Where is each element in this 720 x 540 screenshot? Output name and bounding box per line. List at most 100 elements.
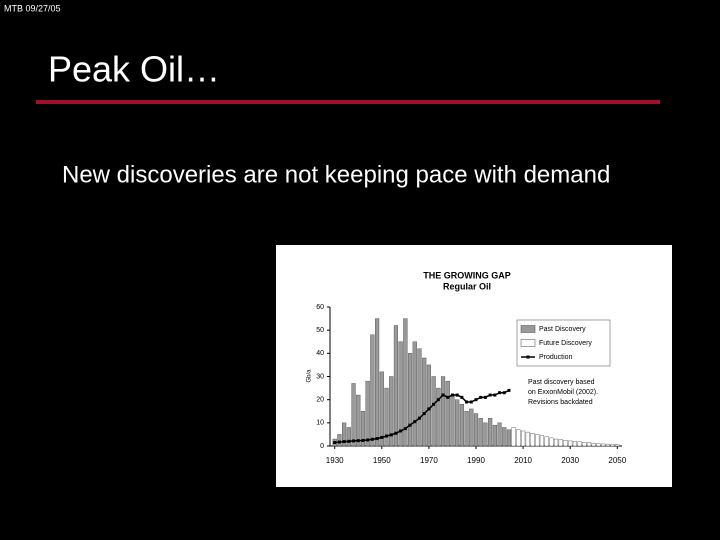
line-marker [399,429,403,433]
line-marker [413,420,417,424]
x-tick-label: 2030 [561,456,579,465]
bar [530,433,535,447]
line-marker [474,398,478,402]
legend-label: Future Discovery [539,340,592,347]
bar [525,431,530,447]
y-tick-label: 30 [316,373,324,380]
x-tick-label: 2010 [514,456,532,465]
bar [473,413,479,447]
y-axis-label: Gb/a [307,369,313,383]
legend-label: Past Discovery [539,326,586,333]
bar [544,436,549,447]
line-marker [342,440,346,444]
line-marker [352,439,356,443]
bar [615,444,620,447]
legend-label: Production [539,354,573,361]
line-marker [441,393,445,397]
bar [582,442,587,447]
bar [337,434,342,447]
bar [445,380,450,447]
bar [558,439,563,447]
line-marker [450,393,454,397]
bar [553,438,559,447]
bar [431,376,436,447]
bar [478,418,483,447]
legend-swatch-marker [526,355,530,359]
slide-subtitle: New discoveries are not keeping pace wit… [62,161,610,188]
line-marker [455,393,459,397]
bar [370,334,375,447]
line-marker [375,437,379,441]
bar [506,429,512,447]
bar [356,394,361,447]
bar [497,422,502,447]
bar [483,422,488,447]
bar [521,430,526,447]
line-marker [370,437,374,441]
line-marker [469,400,473,404]
legend-swatch [520,339,536,347]
line-marker [333,441,337,445]
bar [393,325,399,447]
bar [591,443,596,447]
bar [464,411,469,447]
line-marker [347,439,351,443]
chart-title: THE GROWING GAP [423,270,511,280]
bar [502,427,507,447]
annotation: on ExxonMobil (2002). [528,389,598,396]
bar [375,318,380,447]
bar [379,371,384,447]
line-marker [408,423,412,427]
line-marker [483,395,487,399]
bar [572,441,577,447]
bar [450,394,455,447]
x-tick-label: 1950 [373,456,391,465]
bar [342,422,347,447]
bar [596,443,601,447]
line-marker [446,395,450,399]
line-marker [337,440,341,444]
bar [351,383,356,447]
bar [417,348,422,447]
x-tick-label: 2050 [608,456,626,465]
line-marker [403,427,407,431]
annotation: Past discovery based [528,379,595,386]
x-tick-label: 1930 [326,456,344,465]
line-marker [502,391,506,395]
line-marker [366,438,370,442]
bar [440,376,446,447]
bar [610,444,615,447]
bar [403,318,408,447]
bar [586,442,592,447]
bar [469,408,474,447]
bar [601,443,606,447]
bar [535,434,540,447]
bar [568,440,573,447]
line-marker [394,431,398,435]
line-marker [356,439,360,443]
line-marker [498,391,502,395]
bar [516,429,521,447]
line-marker [361,438,365,442]
bar [426,364,431,447]
y-tick-label: 0 [320,443,324,450]
bar [455,399,460,447]
bar [436,387,441,447]
line-marker [417,416,421,420]
annotation: Revisions backdated [528,399,593,406]
bar [346,427,351,447]
bar [360,411,366,447]
bar [398,341,403,447]
line-marker [380,435,384,439]
slide-title: Peak Oil… [48,49,220,90]
y-tick-label: 50 [316,327,324,334]
bar [549,437,554,447]
y-tick-label: 40 [316,350,324,357]
line-marker [460,395,464,399]
bar [563,440,568,447]
x-tick-label: 1970 [420,456,438,465]
bar [422,357,427,447]
line-marker [422,412,426,416]
bar [365,380,370,447]
